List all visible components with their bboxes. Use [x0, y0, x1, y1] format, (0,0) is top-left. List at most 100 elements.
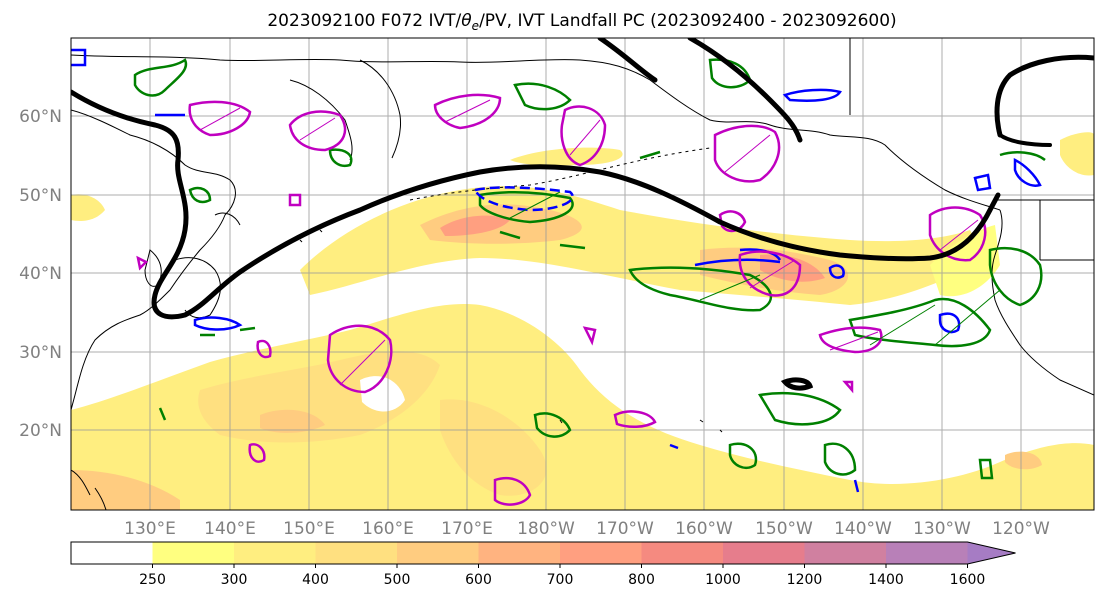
thetae-contour	[823, 442, 857, 476]
pv-contours	[71, 38, 1094, 391]
thetae-contour	[848, 297, 992, 348]
thetae-contour	[188, 186, 212, 204]
ivt-blue-contour	[782, 88, 842, 102]
thetae-contour	[328, 148, 353, 167]
pc-contour	[560, 105, 607, 167]
lat-label: 60°N	[19, 107, 62, 127]
ivt-blue-contour	[973, 173, 992, 192]
coast-siberia	[71, 54, 651, 81]
lat-label: 40°N	[19, 264, 62, 284]
pc-contour	[288, 110, 347, 152]
figure-title: 2023092100 F072 IVT/θe/PV, IVT Landfall …	[267, 11, 896, 33]
coast-islands	[299, 229, 723, 433]
ivt-patch-se	[1005, 451, 1042, 470]
ivt-patch-w	[71, 194, 105, 221]
colorbar-segment	[234, 542, 316, 564]
ivt-patch-ne	[1060, 132, 1094, 176]
pc-contour	[136, 255, 149, 271]
pc-contour	[288, 193, 302, 207]
colorbar-tick-label: 700	[547, 572, 574, 588]
pc-hatching	[199, 99, 979, 386]
lon-label: 160°E	[362, 519, 414, 539]
graticule	[71, 38, 1094, 510]
lon-label: 170°W	[596, 519, 654, 539]
thetae-contour	[158, 326, 256, 421]
ivt-hole	[360, 376, 405, 412]
latitude-labels: 60°N 50°N 40°N 30°N 20°N	[19, 107, 62, 441]
pc-contour	[928, 206, 987, 262]
colorbar-outline	[70, 541, 1016, 565]
ivt-blue-contour	[193, 316, 243, 331]
colorbar-tick-label: 600	[465, 572, 492, 588]
colorbar-segment	[886, 542, 968, 564]
thetae-contour	[978, 458, 994, 480]
pc-contour	[256, 339, 272, 359]
pc-contour	[433, 93, 502, 130]
pc-contour	[188, 100, 252, 137]
coast-alaska	[649, 79, 1001, 211]
lat-label: 50°N	[19, 186, 62, 206]
pv-contour-north	[597, 38, 803, 143]
colorbar-segment	[315, 542, 398, 564]
thetae-contour	[728, 442, 758, 470]
thetae-contour	[628, 266, 773, 312]
colorbar-segment	[723, 542, 805, 564]
ivt-blue-contour	[938, 312, 961, 334]
map-panel	[71, 38, 1094, 510]
thetae-contour	[133, 58, 188, 97]
colorbar-tick-label: 1600	[950, 572, 986, 588]
theta-e-contours	[133, 58, 1046, 480]
thetae-contour	[478, 190, 574, 224]
lon-label: 150°E	[283, 519, 335, 539]
coastlines	[71, 38, 1094, 510]
pc-contour	[582, 326, 597, 346]
thetae-hatching	[509, 191, 1001, 346]
ivt-blue-contours	[71, 48, 1042, 493]
pc-contour	[248, 443, 266, 463]
pv-contour-ne2	[998, 133, 1052, 147]
lon-label: 130°W	[913, 519, 971, 539]
pc-contour	[613, 410, 657, 428]
lon-label: 160°W	[675, 519, 733, 539]
ivt-blue-contour	[669, 443, 860, 493]
colorbar-tick-label: 400	[302, 572, 329, 588]
pv-contour-small	[780, 377, 814, 391]
colorbar-segment	[478, 542, 561, 564]
ivt-blue-contour	[694, 258, 781, 267]
lon-label: 130°E	[124, 519, 176, 539]
colorbar-extend-arrow	[967, 542, 1016, 564]
landfall-pc-contours	[136, 93, 987, 506]
pc-contour	[493, 476, 532, 506]
colorbar-segment	[71, 542, 153, 564]
pc-contour	[718, 210, 747, 233]
ivt-patch-55n	[510, 147, 623, 166]
colorbar-tick-label: 1000	[705, 572, 741, 588]
ivt-core-north	[440, 215, 510, 236]
colorbar-segment	[152, 542, 235, 564]
ivt-blue-contour	[828, 264, 845, 279]
lon-label: 140°W	[834, 519, 892, 539]
border-canada	[849, 38, 1094, 261]
lat-label: 20°N	[19, 421, 62, 441]
thetae-contour	[757, 391, 842, 426]
lon-label: 170°E	[441, 519, 493, 539]
colorbar-tick-label: 250	[139, 572, 166, 588]
colorbar-segment	[641, 542, 724, 564]
pc-contour	[326, 324, 393, 394]
coast-kamchatka	[289, 59, 401, 161]
lon-label: 150°W	[755, 519, 813, 539]
lat-label: 30°N	[19, 343, 62, 363]
lon-label: 120°W	[992, 519, 1050, 539]
coast-na-west	[991, 209, 1094, 396]
thetae-contour	[533, 412, 572, 438]
pv-contour-main	[71, 89, 1001, 320]
ivt-band-south-inner	[198, 351, 440, 443]
thetae-contour	[513, 82, 572, 111]
lon-label: 140°E	[204, 519, 256, 539]
pc-contour	[738, 250, 802, 297]
colorbar-tick-label: 1200	[787, 572, 823, 588]
longitude-labels: 130°E 140°E 150°E 160°E 170°E 180°W 170°…	[124, 519, 1050, 539]
thetae-contour	[988, 246, 1043, 307]
coast-philippines	[71, 469, 107, 510]
